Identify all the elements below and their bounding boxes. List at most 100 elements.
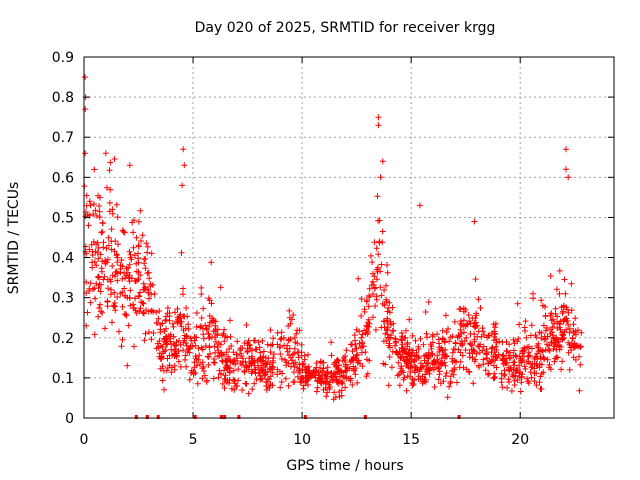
data-point (163, 325, 169, 332)
data-point (552, 340, 559, 347)
data-point (485, 332, 492, 339)
data-point (457, 349, 464, 356)
data-point (382, 330, 389, 337)
zero-marker (219, 415, 223, 419)
data-point (264, 341, 271, 348)
data-point (205, 361, 212, 368)
data-point (518, 359, 525, 366)
data-point (493, 339, 500, 346)
data-point (430, 366, 437, 373)
data-point (93, 280, 100, 287)
data-point (91, 166, 98, 173)
data-point (252, 337, 258, 344)
data-point (98, 265, 105, 272)
data-point (435, 358, 442, 365)
y-tick-label: 0 (65, 411, 74, 427)
data-point (313, 360, 320, 366)
data-point (130, 217, 137, 224)
data-point (264, 359, 271, 366)
data-point (104, 276, 111, 283)
data-point (267, 327, 274, 334)
data-point (270, 364, 277, 371)
data-point (451, 357, 458, 364)
data-point (419, 380, 426, 387)
data-point (516, 321, 523, 328)
data-point (233, 383, 239, 390)
data-point (511, 362, 518, 369)
data-point (112, 307, 119, 314)
data-point (244, 345, 251, 352)
data-point (369, 270, 376, 277)
data-point (114, 270, 121, 277)
data-point (291, 350, 297, 357)
data-point (428, 343, 435, 350)
data-point (429, 350, 436, 357)
data-point (198, 344, 205, 351)
data-point (568, 307, 575, 314)
data-point (435, 376, 442, 383)
data-point (210, 318, 217, 325)
data-point (372, 303, 379, 309)
data-point (338, 392, 345, 399)
data-point (511, 377, 518, 384)
data-point (485, 360, 492, 367)
data-point (119, 275, 126, 282)
data-point (237, 345, 244, 352)
data-point (352, 371, 359, 378)
data-point (339, 380, 346, 387)
data-point (98, 308, 105, 315)
data-point (375, 217, 382, 224)
data-point (175, 358, 182, 365)
data-point (330, 374, 337, 381)
data-point (349, 348, 356, 355)
data-point (392, 335, 399, 342)
data-point (521, 363, 528, 370)
data-point (245, 366, 252, 373)
data-point (347, 359, 354, 365)
data-point (529, 360, 536, 367)
data-point (501, 367, 508, 374)
data-point (506, 366, 512, 373)
data-point (529, 345, 535, 352)
data-point (168, 369, 175, 376)
data-point (404, 339, 411, 346)
data-point (379, 239, 386, 246)
data-point (522, 318, 529, 325)
data-point (544, 341, 550, 348)
data-point (562, 315, 569, 322)
data-point (499, 339, 506, 346)
data-point (353, 357, 360, 363)
data-point (499, 384, 506, 391)
data-point (480, 343, 487, 350)
data-point (246, 341, 253, 348)
data-point (199, 325, 206, 332)
data-point (108, 286, 114, 293)
data-point (447, 378, 454, 385)
data-point (135, 242, 142, 249)
data-point (443, 370, 450, 376)
data-point (218, 371, 225, 378)
data-point (177, 341, 184, 348)
data-point (358, 349, 365, 356)
data-point (396, 371, 403, 378)
data-point (571, 330, 577, 336)
data-point (388, 364, 395, 371)
data-point (323, 393, 330, 400)
chart-title: Day 020 of 2025, SRMTID for receiver krg… (195, 20, 496, 36)
data-point (417, 335, 424, 342)
data-point (423, 366, 430, 373)
data-point (383, 298, 390, 305)
data-point (114, 259, 121, 266)
data-point (457, 305, 464, 312)
x-tick-label: 10 (293, 432, 311, 448)
data-point (342, 368, 349, 375)
data-point (206, 334, 213, 341)
data-point (548, 310, 555, 317)
data-point (464, 321, 471, 328)
data-point (284, 342, 291, 349)
data-point (193, 323, 200, 330)
data-point (514, 300, 521, 307)
data-point (572, 315, 579, 322)
data-point (119, 263, 126, 270)
data-point (286, 307, 293, 314)
